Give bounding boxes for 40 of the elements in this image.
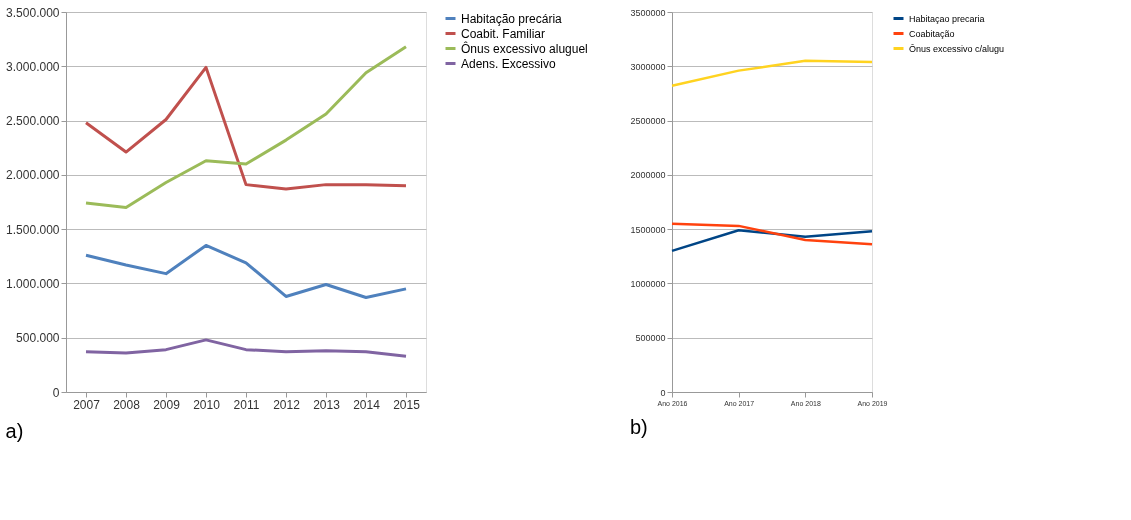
- x-tick-label: 2012: [273, 397, 301, 412]
- x-tick-label: 2007: [73, 397, 101, 412]
- y-tick-label: 500000: [635, 333, 666, 344]
- line-series: [84, 338, 408, 358]
- legend-label: Coabitação: [909, 28, 955, 39]
- x-tick-label: 2013: [313, 397, 341, 412]
- y-tick-label: 1500000: [630, 224, 666, 235]
- x-tick-label: 2008: [113, 397, 141, 412]
- line-series: [84, 45, 408, 209]
- y-tick-label: 2500000: [630, 116, 666, 127]
- x-tick-label: 2011: [233, 397, 260, 412]
- text: b): [629, 416, 648, 438]
- legend-label: Habitaçao precaria: [909, 13, 985, 24]
- y-tick-label: 2.000.000: [6, 168, 60, 183]
- legend-label: Coabit. Familiar: [461, 26, 546, 41]
- legend-label: Ônus excessivo c/alugu: [909, 43, 1005, 54]
- legend-label: Ônus excessivo aluguel: [461, 40, 588, 56]
- line-series: [670, 222, 874, 246]
- x-tick-label: 2015: [393, 397, 421, 412]
- y-tick-label: 1.500.000: [6, 222, 60, 237]
- y-tick-label: 3.000.000: [6, 59, 60, 74]
- text: a): [5, 420, 24, 442]
- y-tick-label: 1.000.000: [6, 276, 60, 291]
- y-tick-label: 3.500.000: [6, 5, 60, 20]
- line-series: [84, 243, 408, 300]
- y-tick-label: 500.000: [16, 331, 60, 346]
- x-tick-label: 2009: [153, 397, 181, 412]
- line-series: [670, 59, 874, 88]
- legend-label: Habitação precária: [461, 11, 563, 26]
- y-tick-label: 2.500.000: [6, 114, 60, 129]
- y-tick-label: 0: [660, 387, 666, 398]
- line-series: [84, 65, 408, 191]
- y-tick-label: 2000000: [630, 170, 666, 181]
- y-tick-label: 3000000: [630, 61, 666, 72]
- y-tick-label: 0: [52, 385, 60, 400]
- x-tick-label: 2010: [193, 397, 221, 412]
- y-tick-label: 3500000: [630, 7, 666, 18]
- x-tick-label: 2014: [353, 397, 381, 412]
- legend-label: Adens. Excessivo: [461, 56, 557, 71]
- y-tick-label: 1000000: [630, 278, 666, 289]
